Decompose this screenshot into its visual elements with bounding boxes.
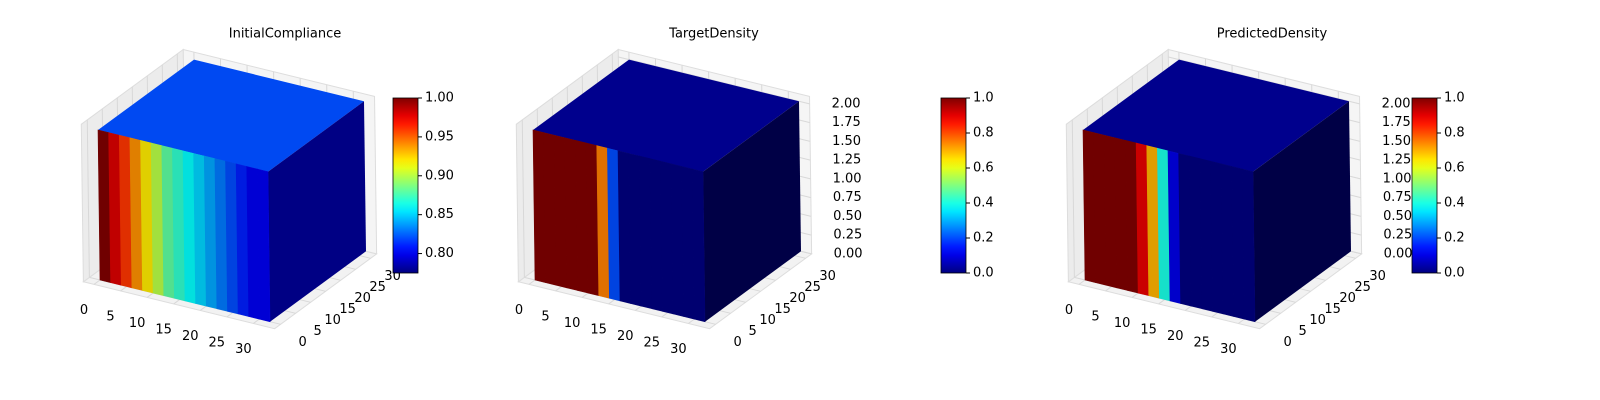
- colorbar-tick-label: 0.85: [425, 207, 454, 222]
- x-tick-label: 5: [541, 309, 549, 324]
- colorbar-tick-label: 0.2: [973, 231, 994, 246]
- z-tick-label: 0.50: [1383, 209, 1412, 224]
- front-strip: [1242, 168, 1256, 323]
- grid-line: [1071, 119, 1075, 278]
- x-tick-label: 5: [106, 309, 114, 324]
- y-tick-label: 20: [354, 291, 371, 306]
- x-tick-label: 15: [155, 322, 172, 337]
- front-strip: [257, 168, 271, 323]
- y-tick-label: 20: [789, 291, 806, 306]
- x-tick-label: 30: [235, 342, 252, 357]
- colorbar-tick-label: 0.6: [973, 161, 994, 176]
- colorbar-tick-label: 0.90: [425, 168, 454, 183]
- x-tick-label: 25: [209, 335, 226, 350]
- x-tick-label: 0: [1065, 303, 1073, 318]
- grid-line: [86, 119, 90, 278]
- y-tick-label: 5: [1298, 324, 1306, 339]
- front-strip: [692, 168, 706, 323]
- z-tick-label: 1.25: [1382, 153, 1411, 168]
- y-tick-label: 25: [1354, 280, 1371, 295]
- z-tick-label: 0.00: [834, 246, 863, 261]
- y-tick-label: 25: [804, 280, 821, 295]
- panel-title: InitialCompliance: [229, 27, 342, 42]
- x-tick-label: 25: [644, 335, 661, 350]
- x-tick-label: 20: [1167, 329, 1184, 344]
- y-tick-label: 15: [774, 302, 791, 317]
- colorbar-tick-label: 0.0: [1444, 266, 1465, 281]
- y-tick-label: 15: [339, 302, 356, 317]
- y-tick-label: 30: [1369, 269, 1386, 284]
- colorbar: [940, 97, 967, 274]
- y-tick-label: 0: [298, 335, 306, 350]
- z-tick-label: 2.00: [1382, 96, 1411, 111]
- y-tick-label: 10: [324, 313, 341, 328]
- colorbar-tick-label: 1.0: [1444, 91, 1465, 106]
- colorbar-tick-label: 0.4: [1444, 196, 1465, 211]
- colorbar-tick-label: 0.2: [1444, 231, 1465, 246]
- z-tick-label: 0.50: [833, 209, 862, 224]
- y-tick-label: 30: [819, 269, 836, 284]
- z-tick-label: 0.25: [1383, 228, 1412, 243]
- grid-line: [521, 119, 525, 278]
- y-tick-label: 0: [1283, 335, 1291, 350]
- colorbar-tick-label: 0.95: [425, 129, 454, 144]
- z-tick-label: 1.25: [832, 153, 861, 168]
- side-face: [268, 101, 366, 322]
- y-tick-label: 10: [759, 313, 776, 328]
- x-tick-label: 0: [80, 303, 88, 318]
- x-tick-label: 0: [515, 303, 523, 318]
- colorbar-tick-label: 0.80: [425, 246, 454, 261]
- z-tick-label: 1.00: [1383, 171, 1412, 186]
- y-tick-label: 25: [369, 280, 386, 295]
- x-tick-label: 15: [590, 322, 607, 337]
- y-tick-label: 10: [1309, 313, 1326, 328]
- side-face: [1253, 101, 1351, 322]
- y-tick-label: 20: [1339, 291, 1356, 306]
- z-tick-label: 0.75: [833, 190, 862, 205]
- top-face: [533, 59, 799, 172]
- z-tick-label: 2.00: [832, 96, 861, 111]
- y-tick-label: 0: [733, 335, 741, 350]
- x-tick-label: 5: [1091, 309, 1099, 324]
- x-tick-label: 20: [182, 329, 199, 344]
- colorbar-tick-label: 0.8: [973, 126, 994, 141]
- z-tick-label: 1.00: [833, 171, 862, 186]
- y-tick-label: 15: [1324, 302, 1341, 317]
- panel-title: TargetDensity: [668, 27, 759, 42]
- x-tick-label: 10: [1114, 316, 1131, 331]
- colorbar-tick-label: 0.0: [973, 266, 994, 281]
- z-tick-label: 1.75: [832, 115, 861, 130]
- colorbar-tick-label: 0.6: [1444, 161, 1465, 176]
- y-tick-label: 5: [313, 324, 321, 339]
- z-tick-label: 1.50: [832, 134, 861, 149]
- top-face: [98, 59, 364, 172]
- colorbar-tick-label: 1.0: [973, 91, 994, 106]
- colorbar: [392, 97, 419, 274]
- colorbar-tick-label: 1.00: [425, 91, 454, 106]
- colorbar-tick-label: 0.8: [1444, 126, 1465, 141]
- x-tick-label: 30: [1220, 342, 1237, 357]
- y-tick-label: 5: [748, 324, 756, 339]
- colorbar-tick-label: 0.4: [973, 196, 994, 211]
- z-tick-label: 0.00: [1384, 246, 1413, 261]
- x-tick-label: 25: [1194, 335, 1211, 350]
- x-tick-label: 10: [129, 316, 146, 331]
- x-tick-label: 15: [1140, 322, 1157, 337]
- x-tick-label: 30: [670, 342, 687, 357]
- z-tick-label: 0.25: [833, 228, 862, 243]
- z-tick-label: 1.50: [1382, 134, 1411, 149]
- colorbar: [1411, 97, 1438, 274]
- z-tick-label: 1.75: [1382, 115, 1411, 130]
- x-tick-label: 10: [564, 316, 581, 331]
- z-tick-label: 0.75: [1383, 190, 1412, 205]
- side-face: [703, 101, 801, 322]
- panel-title: PredictedDensity: [1217, 27, 1328, 42]
- top-face: [1083, 59, 1349, 172]
- x-tick-label: 20: [617, 329, 634, 344]
